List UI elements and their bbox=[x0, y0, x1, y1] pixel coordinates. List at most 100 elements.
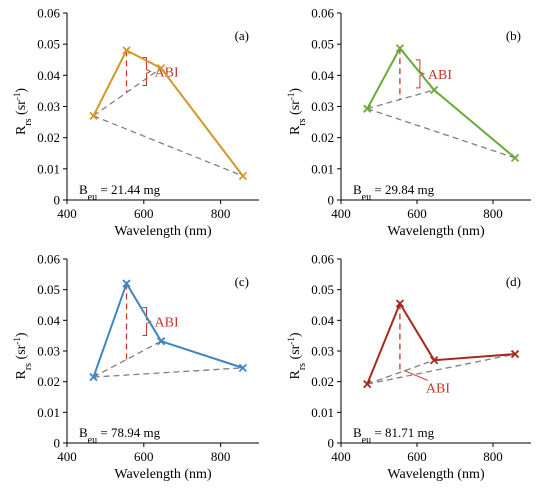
data-point-stroke bbox=[395, 44, 405, 53]
data-point-stroke bbox=[510, 153, 520, 163]
beu-annotation: Beu = 29.84 mg bbox=[353, 182, 435, 203]
data-point-645 bbox=[156, 64, 166, 73]
beu-sub: eu bbox=[362, 435, 371, 446]
data-point-555 bbox=[395, 299, 405, 308]
data-point-858 bbox=[510, 349, 520, 359]
data-point-858 bbox=[238, 171, 248, 181]
y-axis-title-main: R bbox=[14, 370, 29, 380]
x-axis-title: Wavelength (nm) bbox=[387, 224, 485, 239]
y-tick-label: 0.01 bbox=[311, 161, 334, 176]
abi-pointer bbox=[403, 369, 429, 381]
beu-annotation: Beu = 21.44 mg bbox=[79, 182, 161, 203]
abi-bracket bbox=[142, 307, 152, 337]
data-point-555 bbox=[395, 44, 405, 53]
y-tick-label: 0.06 bbox=[311, 252, 334, 267]
y-tick-label: 0 bbox=[328, 436, 335, 451]
x-tick-label: 400 bbox=[331, 449, 351, 464]
series-line bbox=[366, 46, 516, 159]
y-axis-title: Rrs (sr-1) bbox=[12, 88, 34, 135]
data-point-stroke bbox=[363, 379, 372, 389]
y-axis-title-close: ) bbox=[288, 88, 303, 93]
y-tick-label: 0.02 bbox=[311, 374, 334, 389]
beu-value: = 81.71 mg bbox=[371, 425, 434, 440]
baseline-469-645 bbox=[93, 67, 162, 117]
beu-annotation: Beu = 81.71 mg bbox=[353, 425, 435, 446]
baseline-469-645 bbox=[367, 359, 435, 385]
abi-label: ABI bbox=[428, 68, 452, 83]
beu-sub: eu bbox=[88, 435, 97, 446]
y-tick-label: 0.04 bbox=[37, 68, 60, 83]
y-tick-label: 0.05 bbox=[37, 37, 60, 52]
baseline-469-858 bbox=[367, 353, 516, 385]
beu-value: = 78.94 mg bbox=[97, 425, 160, 440]
beu-sub: eu bbox=[88, 192, 97, 203]
y-tick-label: 0.03 bbox=[311, 99, 334, 114]
data-point-stroke bbox=[363, 104, 372, 113]
y-axis-title-sub: rs bbox=[297, 363, 308, 370]
y-tick-label: 0 bbox=[54, 193, 61, 208]
y-axis-title-unit: (sr bbox=[14, 100, 29, 119]
abi-bracket bbox=[415, 59, 426, 89]
y-tick-label: 0.01 bbox=[37, 161, 60, 176]
x-tick-label: 800 bbox=[211, 449, 231, 464]
baseline-469-858 bbox=[367, 108, 516, 159]
y-tick-label: 0.05 bbox=[37, 282, 60, 297]
y-tick-label: 0.06 bbox=[311, 6, 334, 21]
data-point-stroke bbox=[156, 64, 166, 73]
x-axis-title: Wavelength (nm) bbox=[114, 467, 212, 482]
y-tick-label: 0.06 bbox=[37, 252, 60, 267]
y-tick-label: 0.01 bbox=[37, 405, 60, 420]
y-axis-title-main: R bbox=[288, 125, 303, 135]
series-line bbox=[92, 49, 244, 177]
y-tick-label: 0.03 bbox=[37, 99, 60, 114]
panel-label: (a) bbox=[235, 28, 249, 43]
baseline-469-645 bbox=[367, 89, 435, 110]
data-point-555 bbox=[122, 46, 131, 55]
data-point-stroke bbox=[429, 356, 439, 365]
y-tick-label: 0.02 bbox=[37, 130, 60, 145]
beu-annotation: Beu = 78.94 mg bbox=[79, 425, 161, 446]
data-point-stroke bbox=[429, 85, 439, 95]
y-axis-title-main: R bbox=[14, 125, 29, 135]
panel-label: (c) bbox=[235, 274, 249, 289]
beu-main: B bbox=[79, 182, 88, 197]
y-tick-label: 0 bbox=[54, 436, 61, 451]
x-axis-title: Wavelength (nm) bbox=[114, 224, 212, 239]
beu-main: B bbox=[353, 425, 362, 440]
x-tick-label: 600 bbox=[134, 449, 154, 464]
abi-label: ABI bbox=[426, 381, 450, 396]
y-tick-label: 0.04 bbox=[311, 68, 334, 83]
beu-main: B bbox=[353, 182, 362, 197]
data-point-stroke bbox=[89, 372, 98, 382]
x-tick-label: 400 bbox=[57, 449, 77, 464]
data-point-stroke bbox=[89, 111, 98, 120]
y-axis-title-sup: -1 bbox=[12, 337, 22, 345]
panel-label: (b) bbox=[506, 28, 521, 43]
data-point-stroke bbox=[238, 171, 248, 181]
x-tick-label: 600 bbox=[134, 206, 154, 221]
abi-label: ABI bbox=[155, 316, 179, 331]
series-line bbox=[92, 281, 244, 378]
data-point-stroke bbox=[238, 363, 248, 373]
y-axis-title-unit: (sr bbox=[14, 344, 29, 363]
data-point-stroke bbox=[122, 46, 131, 55]
data-point-645 bbox=[429, 85, 439, 95]
y-tick-label: 0.04 bbox=[311, 313, 334, 328]
y-axis-title-close: ) bbox=[14, 332, 29, 337]
x-tick-label: 400 bbox=[57, 206, 77, 221]
data-point-469 bbox=[363, 379, 372, 389]
y-axis-title-close: ) bbox=[288, 332, 303, 337]
y-axis-title: Rrs (sr-1) bbox=[286, 88, 308, 135]
baseline-469-858 bbox=[93, 367, 243, 378]
x-tick-label: 800 bbox=[211, 206, 231, 221]
y-tick-label: 0.03 bbox=[37, 344, 60, 359]
y-axis-title: Rrs (sr-1) bbox=[12, 332, 34, 379]
y-axis-title-unit: (sr bbox=[288, 100, 303, 119]
beu-value: = 29.84 mg bbox=[371, 182, 434, 197]
x-axis-title: Wavelength (nm) bbox=[387, 467, 485, 482]
data-point-645 bbox=[156, 337, 166, 346]
data-point-469 bbox=[363, 104, 372, 113]
y-tick-label: 0.02 bbox=[311, 130, 334, 145]
data-point-stroke bbox=[395, 299, 405, 308]
y-axis-title-sup: -1 bbox=[286, 93, 296, 101]
